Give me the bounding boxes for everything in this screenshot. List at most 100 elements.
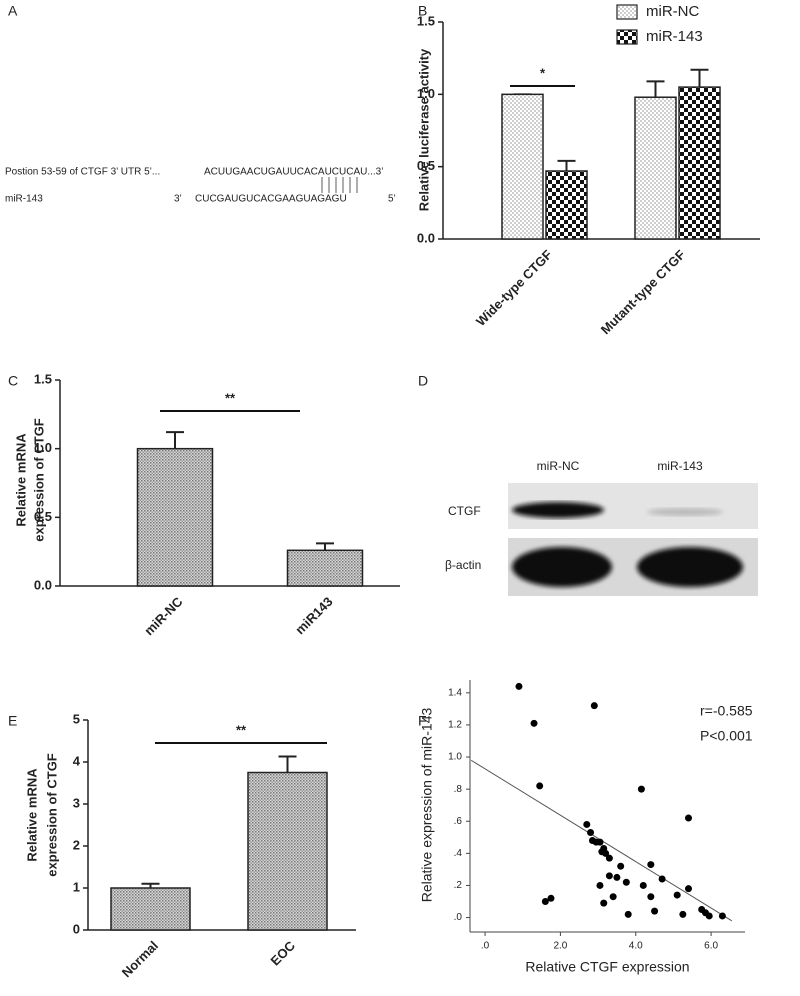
- y-axis-label: Relative mRNA: [24, 768, 39, 862]
- blot-column: miR-143: [657, 459, 703, 473]
- point: [515, 682, 523, 690]
- base-pairing: [321, 177, 358, 193]
- x-tick-label: miR-NC: [141, 594, 186, 639]
- point: [530, 719, 538, 727]
- y-tick-label: 0.5: [34, 509, 52, 524]
- y-tick-label: 1.4: [448, 687, 462, 698]
- y-axis-label: Relative luciferase activity: [416, 48, 431, 211]
- point: [596, 838, 604, 846]
- mir-start: 3’: [174, 194, 182, 205]
- point: [651, 907, 659, 915]
- panel-label: E: [8, 713, 17, 729]
- panel-label: F: [418, 713, 427, 729]
- utr-label: Postion 53-59 of CTGF 3’ UTR 5’...: [5, 167, 160, 178]
- point: [541, 898, 549, 906]
- mir-sequence: CUCGAUGUCACGAAGUAGAGU: [195, 194, 347, 205]
- point: [587, 828, 595, 836]
- y-tick-label: 1.0: [417, 86, 435, 101]
- y-tick-label: 1: [73, 879, 80, 894]
- bar: [545, 170, 588, 240]
- y-tick-label: .6: [454, 816, 463, 827]
- point: [705, 912, 713, 920]
- point: [673, 891, 681, 899]
- y-axis-label: expression of CTGF: [44, 753, 59, 877]
- y-axis-label: Relative expression of miR-143: [419, 708, 435, 903]
- point: [647, 893, 655, 901]
- legend-swatch: [616, 4, 638, 20]
- blot-band: [512, 547, 612, 587]
- y-tick-label: 0.0: [417, 230, 435, 245]
- panel-label: D: [418, 373, 428, 389]
- blot-row-label: β-actin: [445, 558, 481, 572]
- blot-band: [637, 547, 743, 587]
- y-tick-label: 1.5: [34, 371, 52, 386]
- y-tick-label: 2: [73, 837, 80, 852]
- bar: [136, 447, 214, 587]
- point: [637, 785, 645, 793]
- point: [536, 782, 544, 790]
- mir-label: miR-143: [5, 194, 43, 205]
- point: [583, 820, 591, 828]
- bar: [286, 549, 364, 587]
- blot-column: miR-NC: [537, 459, 580, 473]
- point: [613, 873, 621, 881]
- y-tick-label: 4: [73, 753, 81, 768]
- bar: [501, 93, 544, 240]
- point: [622, 878, 630, 886]
- point: [590, 702, 598, 710]
- bar: [247, 771, 328, 931]
- y-tick-label: 1.2: [448, 720, 462, 731]
- point: [605, 854, 613, 862]
- point: [600, 899, 608, 907]
- point: [684, 885, 692, 893]
- point: [596, 881, 604, 889]
- x-tick-label: Mutant-type CTGF: [598, 247, 688, 337]
- y-tick-label: 0.5: [417, 158, 435, 173]
- x-tick-label: 6.0: [704, 941, 718, 952]
- x-tick-label: 2.0: [553, 941, 567, 952]
- significance: **: [236, 722, 247, 737]
- panel-label: C: [8, 373, 18, 389]
- point: [647, 861, 655, 869]
- utr-sequence: ACUUGAACUGAUUCACAUCUCAU...3’: [204, 167, 383, 178]
- point: [624, 910, 632, 918]
- y-tick-label: .0: [454, 912, 463, 923]
- point: [684, 814, 692, 822]
- y-axis-label: Relative mRNA: [13, 433, 28, 527]
- y-tick-label: .2: [454, 880, 463, 891]
- y-tick-label: 5: [73, 711, 80, 726]
- point: [547, 894, 555, 902]
- point: [598, 848, 606, 856]
- point: [639, 881, 647, 889]
- x-tick-label: Normal: [119, 938, 161, 980]
- bar: [634, 96, 677, 240]
- y-tick-label: 1.0: [34, 440, 52, 455]
- point: [617, 862, 625, 870]
- bar: [110, 887, 191, 931]
- significance: **: [225, 390, 236, 405]
- panel-label: A: [8, 3, 18, 19]
- y-tick-label: 1.5: [417, 13, 435, 28]
- significance: *: [540, 65, 546, 80]
- x-tick-label: miR143: [292, 594, 335, 637]
- y-axis-label: expression of CTGF: [31, 418, 46, 542]
- x-tick-label: EOC: [268, 938, 299, 969]
- x-axis-label: Relative CTGF expression: [525, 959, 689, 975]
- legend-swatch: [616, 29, 638, 45]
- point: [718, 912, 726, 920]
- y-tick-label: .4: [454, 848, 463, 859]
- y-tick-label: 0.0: [34, 577, 52, 592]
- point: [605, 872, 613, 880]
- legend-label: miR-143: [646, 28, 703, 45]
- x-tick-label: 4.0: [629, 941, 643, 952]
- point: [658, 875, 666, 883]
- y-tick-label: .8: [454, 784, 463, 795]
- legend-label: miR-NC: [646, 3, 699, 20]
- point: [609, 893, 617, 901]
- blot-band: [647, 508, 723, 516]
- x-tick-label: .0: [481, 941, 490, 952]
- bar: [678, 86, 721, 240]
- y-tick-label: 0: [73, 921, 80, 936]
- blot-band: [512, 502, 604, 518]
